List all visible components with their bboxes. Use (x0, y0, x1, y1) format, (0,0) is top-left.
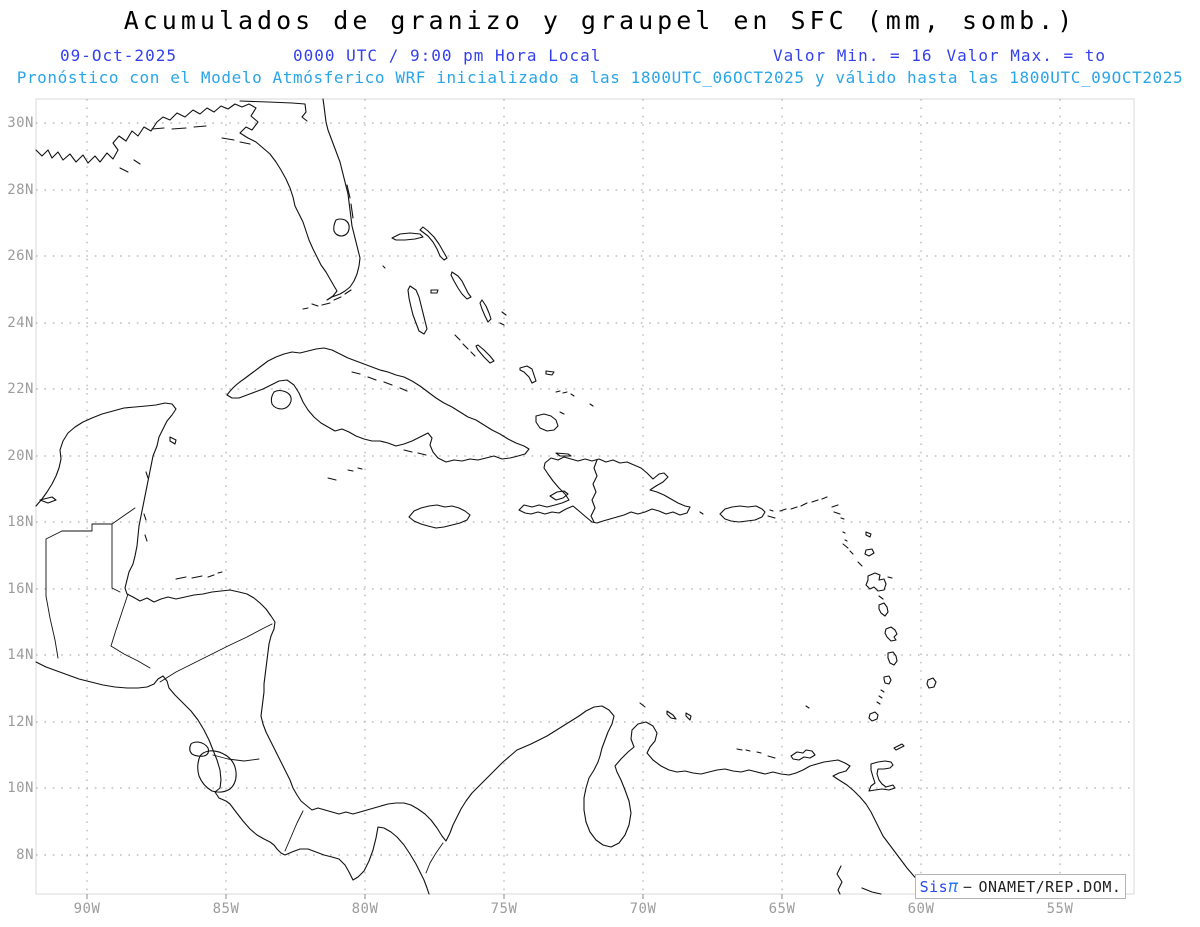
plot-frame (35, 98, 1135, 895)
credit-box: Sis π − ONAMET/REP.DOM. (915, 874, 1126, 899)
brand-label: Sis (919, 877, 949, 896)
lon-tick-label: 70W (629, 901, 657, 917)
model-init-line: Pronóstico con el Modelo Atmósferico WRF… (16, 68, 1184, 87)
lat-tick-label: 28N (7, 182, 34, 198)
min-max-values: Valor Min. = 16 Valor Max. = to (773, 46, 1120, 65)
lat-tick-label: 14N (7, 647, 34, 663)
country-borders (45, 507, 444, 874)
coastlines (35, 98, 937, 895)
coastline-trinidad-abc (639, 702, 905, 792)
lat-tick-label: 20N (7, 448, 34, 464)
lat-tick-label: 18N (7, 514, 34, 530)
org-label: ONAMET/REP.DOM. (978, 877, 1122, 896)
separator-dash: − (962, 877, 973, 896)
lat-tick-label: 12N (7, 714, 34, 730)
lat-tick-label: 26N (7, 248, 34, 264)
valor-max: Valor Max. = to (946, 46, 1106, 65)
lon-tick-label: 90W (73, 901, 101, 917)
lat-tick-label: 8N (16, 847, 34, 863)
lon-tick-label: 85W (212, 901, 240, 917)
forecast-time: 0000 UTC / 9:00 pm Hora Local (293, 46, 602, 65)
lat-tick-label: 30N (7, 115, 34, 131)
coastline-central-america (35, 402, 933, 895)
coastline-jamaica (327, 467, 471, 529)
gridlines (36, 99, 1134, 894)
valor-min: Valor Min. = 16 (773, 46, 933, 65)
coastline-bahamas (382, 226, 594, 432)
lat-tick-label: 24N (7, 315, 34, 331)
page-title: Acumulados de granizo y graupel en SFC (… (123, 6, 1077, 35)
lon-tick-label: 80W (351, 901, 379, 917)
lat-tick-label: 22N (7, 381, 34, 397)
coastline-hispaniola (518, 452, 691, 524)
lon-tick-label: 75W (490, 901, 518, 917)
lon-tick-label: 55W (1046, 901, 1074, 917)
lat-tick-label: 16N (7, 581, 34, 597)
coastline-lesser-antilles (831, 504, 937, 722)
lat-tick-label: 10N (7, 780, 34, 796)
pi-icon: π (948, 876, 959, 897)
lon-tick-label: 65W (768, 901, 796, 917)
lon-tick-label: 60W (907, 901, 935, 917)
forecast-date: 09-Oct-2025 (60, 46, 177, 65)
header-line-2: 09-Oct-2025 0000 UTC / 9:00 pm Hora Loca… (0, 46, 1200, 66)
coastline-puerto-rico (699, 496, 828, 523)
coastline-north-america (35, 98, 361, 310)
coastline-cuba (226, 347, 530, 463)
